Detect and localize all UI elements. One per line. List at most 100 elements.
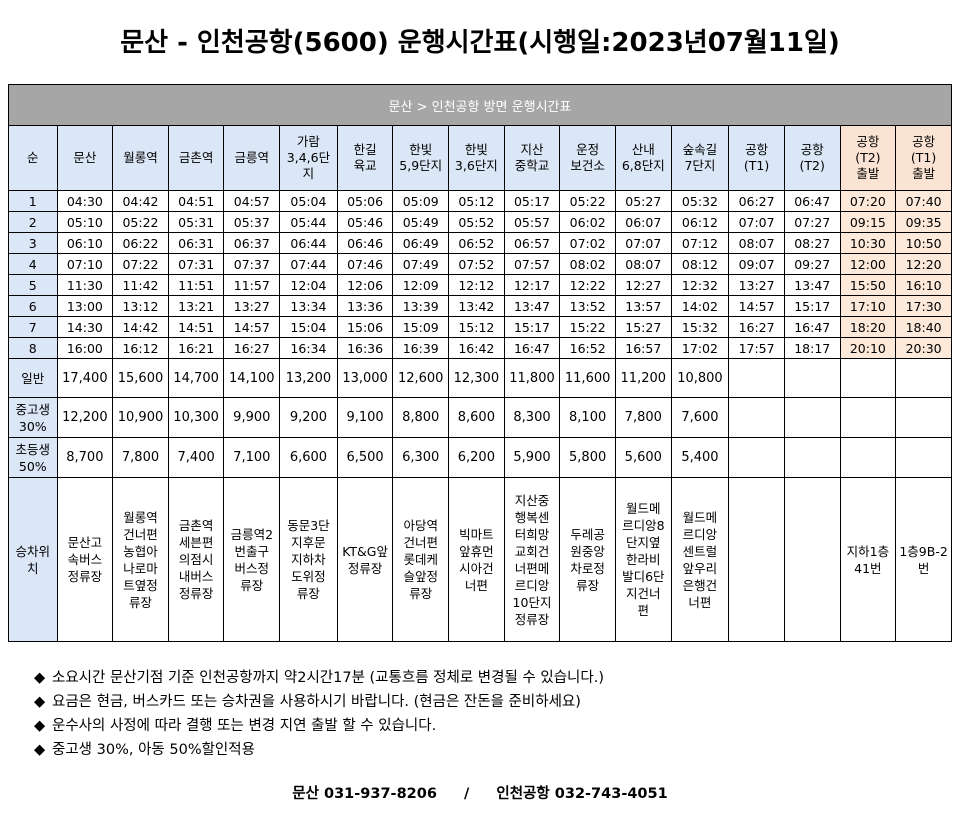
column-header: 공항 (T1) (728, 125, 785, 191)
departure-time: 11:42 (112, 274, 169, 296)
departure-time: 13:57 (614, 295, 672, 317)
fare-value: 7,100 (223, 437, 281, 478)
fare-value: 5,600 (614, 437, 672, 478)
departure-time: 07:02 (559, 232, 616, 254)
fare-value: 14,700 (167, 358, 225, 398)
departure-time: 06:49 (392, 232, 450, 254)
departure-time: 16:10 (895, 274, 952, 296)
fare-value: 13,200 (279, 358, 338, 398)
fare-row: 초등생 50% 8,700 7,800 7,400 7,100 6,600 6,500 6,30… (8, 437, 952, 478)
departure-time: 07:49 (392, 253, 450, 275)
fare-value (728, 397, 785, 438)
departure-time: 16:21 (167, 337, 225, 359)
fare-value: 9,200 (279, 397, 338, 438)
fare-value (895, 358, 952, 398)
departure-time: 05:52 (448, 211, 505, 233)
fare-value: 7,400 (167, 437, 225, 478)
column-header: 가람 3,4,6단 지 (279, 125, 338, 191)
departure-time: 15:12 (448, 316, 505, 338)
fare-value (895, 437, 952, 478)
departure-time: 13:34 (279, 295, 338, 317)
departure-time: 16:00 (56, 337, 114, 359)
contact-line: 문산 031-937-8206 / 인천공항 032-743-4051 (0, 782, 960, 803)
boarding-location: 아당역 건너편 롯데케 슬앞정 류장 (392, 477, 450, 642)
departure-time: 13:47 (503, 295, 561, 317)
fare-category: 일반 (8, 358, 58, 398)
column-header: 운정 보건소 (559, 125, 616, 191)
departure-time: 12:06 (336, 274, 394, 296)
departure-time: 07:07 (614, 232, 672, 254)
column-header: 한빛 5,9단지 (392, 125, 450, 191)
trip-number: 1 (8, 190, 58, 212)
fare-row: 일반 17,400 15,600 14,700 14,100 13,200 13,000 12… (8, 358, 952, 398)
departure-time: 18:40 (895, 316, 952, 338)
departure-time: 15:06 (336, 316, 394, 338)
departure-time: 17:02 (670, 337, 730, 359)
departure-time: 06:27 (728, 190, 785, 212)
note-item: ◆ 중고생 30%, 아동 50%할인적용 (34, 738, 604, 762)
departure-time: 06:02 (559, 211, 616, 233)
departure-time: 06:46 (336, 232, 394, 254)
boarding-location: 1층9B-2 번 (895, 477, 952, 642)
fare-value: 11,600 (559, 358, 616, 398)
column-header: 공항 (T2) 출발 (839, 125, 897, 191)
column-header: 금촌역 (167, 125, 225, 191)
departure-time: 05:22 (559, 190, 616, 212)
fare-value: 5,900 (503, 437, 561, 478)
fare-value: 10,300 (167, 397, 225, 438)
column-header: 월롱역 (112, 125, 169, 191)
departure-time: 12:17 (503, 274, 561, 296)
departure-time: 11:30 (56, 274, 114, 296)
departure-time: 16:52 (559, 337, 616, 359)
fare-value: 10,800 (670, 358, 730, 398)
departure-time: 17:57 (728, 337, 785, 359)
fare-value: 12,600 (392, 358, 450, 398)
departure-time: 16:34 (279, 337, 338, 359)
fare-category: 초등생 50% (8, 437, 58, 478)
fare-value: 8,300 (503, 397, 561, 438)
departure-time: 07:57 (503, 253, 561, 275)
boarding-location: 빅마트 앞휴먼 시아건 너편 (448, 477, 505, 642)
fare-value (783, 437, 841, 478)
boarding-location: 지하1층 41번 (839, 477, 897, 642)
fare-value: 6,200 (448, 437, 505, 478)
column-header: 한빛 3,6단지 (448, 125, 505, 191)
departure-time: 14:02 (670, 295, 730, 317)
departure-time: 13:21 (167, 295, 225, 317)
boarding-location: 금릉역2 번출구 버스정 류장 (223, 477, 281, 642)
column-header: 숲속길 7단지 (670, 125, 730, 191)
departure-time: 08:07 (614, 253, 672, 275)
fare-value (728, 358, 785, 398)
trip-number: 6 (8, 295, 58, 317)
departure-time: 12:00 (839, 253, 897, 275)
column-header: 지산 중학교 (503, 125, 561, 191)
departure-time: 06:37 (223, 232, 281, 254)
trip-number: 2 (8, 211, 58, 233)
fare-value (839, 437, 897, 478)
departure-time: 16:27 (223, 337, 281, 359)
departure-time: 06:52 (448, 232, 505, 254)
timetable: 문산 > 인천공항 방면 운행시간표 순 문산 월롱역 금촌역 금릉역 가람 3,4,6단 지… (8, 84, 952, 642)
contact-separator: / (464, 786, 470, 802)
departure-time: 05:44 (279, 211, 338, 233)
timetable-row: 6 13:00 13:12 13:21 13:27 13:34 13:36 13:39 13:4… (8, 295, 952, 317)
departure-time: 14:42 (112, 316, 169, 338)
column-header: 한길 육교 (336, 125, 394, 191)
departure-time: 15:04 (279, 316, 338, 338)
departure-time: 13:00 (56, 295, 114, 317)
departure-time: 10:30 (839, 232, 897, 254)
departure-time: 16:47 (783, 316, 841, 338)
timetable-row: 1 04:30 04:42 04:51 04:57 05:04 05:06 05:09 05:1… (8, 190, 952, 212)
note-text: 운수사의 사정에 따라 결행 또는 변경 지연 출발 할 수 있습니다. (52, 718, 437, 734)
boarding-location: 월롱역 건너편 농협아 나로마 트옆정 류장 (112, 477, 169, 642)
departure-time: 06:44 (279, 232, 338, 254)
notes: ◆ 소요시간 문산기점 기준 인천공항까지 약2시간17분 (교통흐름 정체로 변… (34, 666, 604, 762)
boarding-location: 월드메 르디앙8 단지옆 한라비 발디6단 지건너 편 (614, 477, 672, 642)
note-text: 소요시간 문산기점 기준 인천공항까지 약2시간17분 (교통흐름 정체로 변경… (52, 670, 604, 686)
departure-time: 07:22 (112, 253, 169, 275)
timetable-row: 2 05:10 05:22 05:31 05:37 05:44 05:46 05:49 05:5… (8, 211, 952, 233)
departure-time: 05:22 (112, 211, 169, 233)
departure-time: 16:42 (448, 337, 505, 359)
boarding-location: 두레공 원중앙 차로정 류장 (559, 477, 616, 642)
departure-time: 14:57 (728, 295, 785, 317)
